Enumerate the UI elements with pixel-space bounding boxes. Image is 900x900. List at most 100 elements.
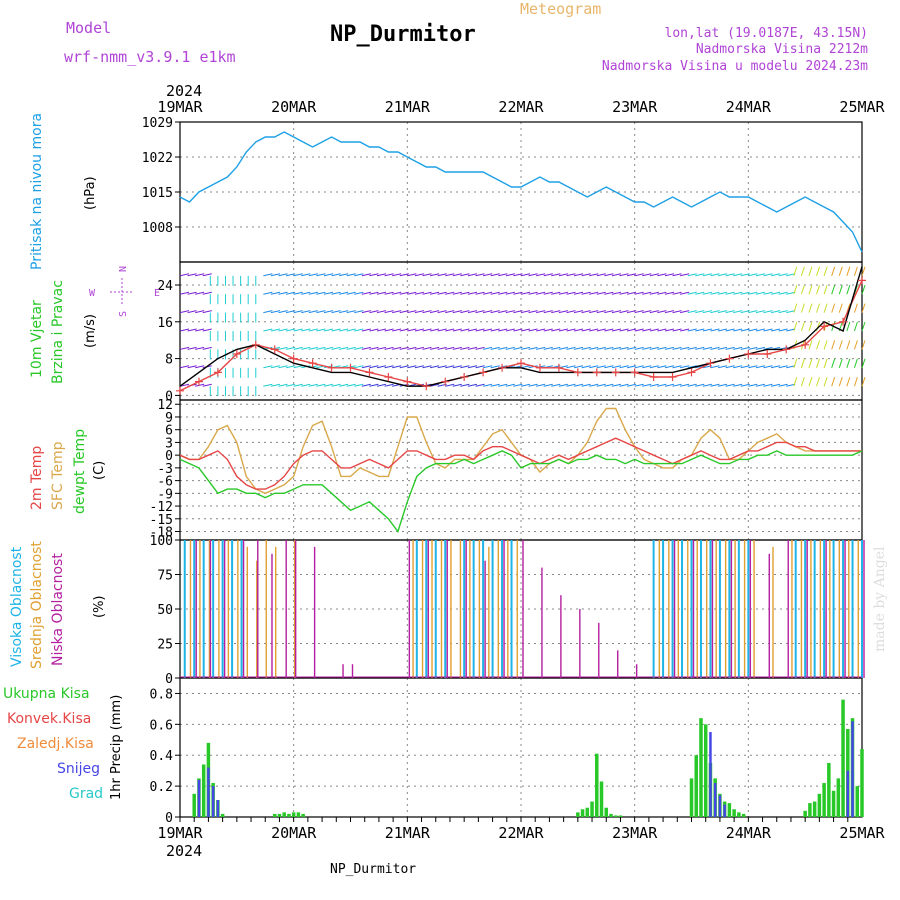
wind-barb xyxy=(543,291,553,295)
wind-barb xyxy=(611,328,622,332)
wind-barb xyxy=(429,346,440,350)
wind-barb xyxy=(604,273,614,277)
wind-barb xyxy=(755,310,766,314)
precip-bar-total_precip xyxy=(732,809,736,817)
precip-bar-total_precip xyxy=(694,755,698,817)
wind-barb xyxy=(626,273,637,277)
wind-gust-marker xyxy=(630,368,639,377)
wind-barb xyxy=(853,266,858,276)
wind-barb xyxy=(611,273,622,277)
precip-bar-total_precip xyxy=(282,812,286,817)
wind-gust-marker xyxy=(517,359,525,368)
wind-barb xyxy=(528,273,538,277)
wind-barb xyxy=(301,310,311,314)
wind-barb xyxy=(581,273,591,277)
wind-barb xyxy=(270,273,281,277)
pressure-line xyxy=(179,131,863,253)
wind-barb xyxy=(285,310,296,314)
wind-barb xyxy=(316,383,326,387)
precip-bar-snow xyxy=(197,779,201,817)
wind-barb xyxy=(490,291,500,295)
wind-barb xyxy=(392,328,402,332)
precip-bar-total_precip xyxy=(822,783,826,817)
wind-barb xyxy=(657,383,667,387)
wind-barb xyxy=(437,328,447,332)
wind-barb xyxy=(331,328,341,332)
wind-barb xyxy=(823,358,828,368)
wind-barb xyxy=(642,365,652,369)
wind-barb xyxy=(498,383,508,387)
wind-barb xyxy=(293,310,303,314)
wind-barb xyxy=(786,310,796,314)
y-tick-label: 0 xyxy=(165,811,173,826)
wind-gust-marker xyxy=(554,363,563,372)
wind-barb xyxy=(293,328,303,332)
wind-barb xyxy=(187,346,197,350)
wind-barb xyxy=(748,273,758,277)
wind-barb xyxy=(581,291,591,295)
wind-barb xyxy=(460,310,470,314)
wind-barb xyxy=(263,328,273,332)
y-tick-label: 0.8 xyxy=(150,687,173,702)
wind-barb xyxy=(800,321,805,332)
precip-bar-snow xyxy=(207,767,210,817)
wind-barb xyxy=(520,310,531,314)
wind-barb xyxy=(376,273,387,277)
wind-barb xyxy=(399,291,409,295)
wind-barb xyxy=(702,346,712,350)
wind-barb xyxy=(195,310,205,314)
wind-barb xyxy=(293,291,303,295)
wind-barb xyxy=(755,365,766,369)
wind-barb xyxy=(816,303,821,313)
wind-barb xyxy=(596,310,606,314)
wind-barb xyxy=(558,346,568,350)
wind-barb xyxy=(846,340,851,350)
wind-barb xyxy=(838,358,843,368)
wind-barb xyxy=(725,310,735,314)
wind-barb xyxy=(778,383,788,387)
wind-barb xyxy=(589,346,599,350)
wind-barb xyxy=(263,291,273,295)
y-tick-label: 8 xyxy=(165,353,173,368)
wind-barb xyxy=(831,285,836,295)
wind-barb xyxy=(376,365,387,369)
wind-barb xyxy=(740,273,750,277)
precip-bar-total_precip xyxy=(618,815,623,817)
wind-barb xyxy=(634,365,644,369)
precip-bar-total_precip xyxy=(272,813,277,817)
wind-gust-marker xyxy=(820,322,829,331)
y-tick-label: 16 xyxy=(157,316,173,331)
wind-barb xyxy=(611,383,622,387)
wind-barb xyxy=(634,328,644,332)
wind-barb xyxy=(369,310,379,314)
precip-bar-total_precip xyxy=(613,815,618,817)
wind-barb xyxy=(202,310,212,314)
y-tick-label: 0 xyxy=(165,672,173,687)
wind-barb xyxy=(695,273,705,277)
wind-barb xyxy=(339,273,349,277)
wind-gust-marker xyxy=(403,377,412,386)
wind-barb xyxy=(853,321,858,332)
wind-barb xyxy=(733,383,743,387)
wind-barb xyxy=(407,346,417,350)
wind-barb xyxy=(536,273,546,277)
precip-bar-total_precip xyxy=(287,813,291,817)
wind-barb xyxy=(513,383,523,387)
wind-barb xyxy=(596,291,606,295)
wind-barb xyxy=(202,291,212,295)
wind-barb xyxy=(664,328,675,332)
wind-barb xyxy=(808,358,813,368)
wind-barb xyxy=(680,365,690,369)
wind-barb xyxy=(778,291,788,295)
wind-barb xyxy=(853,377,858,387)
wind-barb xyxy=(778,365,788,369)
temp-unit-label: (C) xyxy=(92,460,107,480)
x-tick-label: 22MAR xyxy=(498,824,544,842)
wind-barb xyxy=(725,365,735,369)
compass-s-label: S xyxy=(118,311,129,317)
wind-barb xyxy=(483,273,493,277)
precip-bar-total_precip xyxy=(812,801,817,817)
wind-barb xyxy=(808,266,813,276)
wind-gust-marker xyxy=(592,368,601,377)
